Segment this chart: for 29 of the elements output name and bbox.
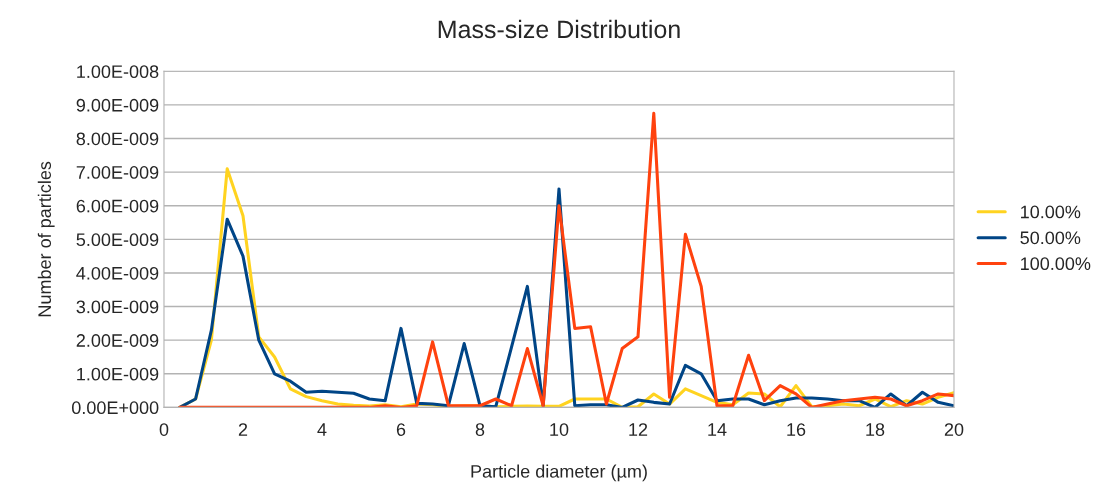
x-tick-label: 16 <box>787 423 806 436</box>
chart-title: Mass-size Distribution <box>438 19 680 39</box>
x-tick-label: 10 <box>550 423 569 436</box>
line-series <box>178 111 954 408</box>
y-tick-label: 5.00E-009 <box>76 233 159 247</box>
x-tick-label: 8 <box>475 423 485 436</box>
y-tick-label: 7.00E-009 <box>76 166 159 179</box>
y-tick-label: 3.00E-009 <box>76 300 159 314</box>
legend-label: 100.00% <box>1021 257 1091 271</box>
y-tick-label: 4.00E-009 <box>76 266 159 280</box>
x-tick-label: 20 <box>944 423 964 436</box>
x-tick-label: 12 <box>629 423 648 436</box>
legend-label: 50.00% <box>1020 231 1081 245</box>
y-tick-label: 0.00E+000 <box>71 401 159 415</box>
y-tick-label: 1.00E-008 <box>77 65 159 79</box>
x-axis-title: Particle diameter (µm) <box>471 464 647 482</box>
y-tick-label: 9.00E-009 <box>76 98 159 112</box>
y-axis-title: Number of particles <box>37 161 55 317</box>
x-tick-label: 4 <box>317 423 327 436</box>
y-tick-label: 2.00E-009 <box>76 334 159 347</box>
x-tick-label: 2 <box>238 423 248 436</box>
y-tick-label: 6.00E-009 <box>76 199 159 213</box>
x-tick-label: 14 <box>708 423 727 436</box>
y-tick-label: 8.00E-009 <box>76 132 159 146</box>
x-tick-label: 6 <box>396 423 406 436</box>
legend-label: 10.00% <box>1021 205 1081 219</box>
x-tick-label: 0 <box>159 423 169 436</box>
x-tick-label: 18 <box>866 423 885 436</box>
y-tick-label: 1.00E-009 <box>77 367 159 381</box>
